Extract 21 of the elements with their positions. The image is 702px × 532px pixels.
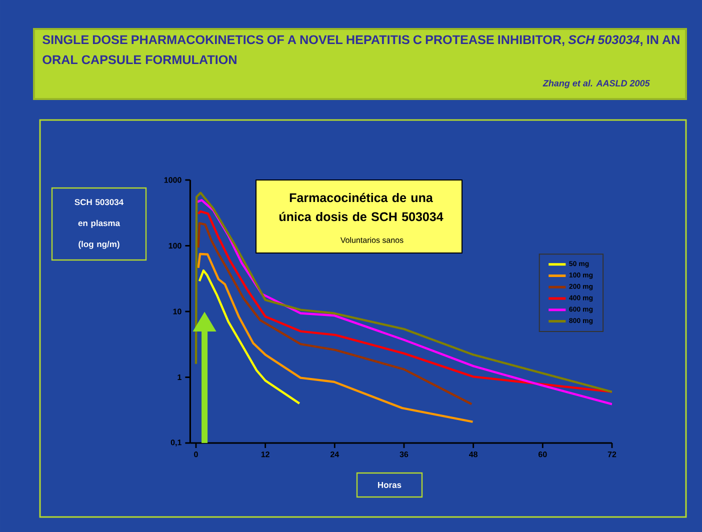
y-tick-label: 0,1 [170,440,182,446]
annotation: Voluntarios sanos [340,237,404,243]
text: SCH 503034 en plasma (log ng/m) [74,199,124,249]
x-tick-label: 72 [608,452,616,458]
chart-title: SINGLE DOSE PHARMACOKINETICS OF A NOVEL HEPATITIS C PROTEASE INHIBITOR, SCH 503034, IN AN ORAL CAPSULE FORMULATION [42,35,680,64]
y-tick-label: 1000 [164,177,182,183]
x-axis-title: Horas [378,482,402,488]
y-tick-label: 100 [168,242,182,249]
x-tick-label: 36 [400,452,408,458]
line-series [198,269,301,405]
x-tick-label: 48 [469,452,478,458]
y-tick-label: 10 [173,308,182,314]
line-series [197,252,474,423]
x-tick-label: 12 [261,452,270,458]
x-tick-label: 0 [194,452,198,458]
line-series [197,222,473,406]
x-tick-label: 60 [538,452,547,458]
text: Zhang et al. AASLD 2005 [542,80,650,88]
x-tick-label: 24 [330,452,340,458]
text: Farmacocinética de una única dosis de SCH 503034 [279,192,444,222]
y-tick-label: 1 [178,374,182,380]
